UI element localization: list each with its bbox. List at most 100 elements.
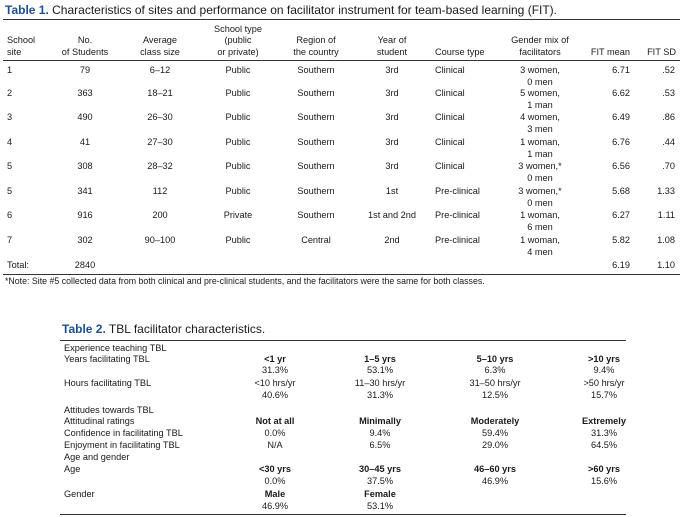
- age-head-3: 46–60 yrs: [474, 464, 516, 474]
- header-students: No.: [77, 35, 93, 45]
- cell-class_size: 6–12: [149, 65, 171, 75]
- table1-header-rule: [3, 60, 680, 61]
- cell-students: 41: [79, 137, 91, 147]
- gender-head-2: Female: [364, 489, 396, 499]
- cell-course: Clinical: [435, 161, 465, 171]
- cell-mean: 6.49: [612, 112, 630, 122]
- table1-note: *Note: Site #5 collected data from both …: [5, 276, 485, 286]
- cell-sd: .44: [662, 137, 675, 147]
- years-label: Years facilitating TBL: [64, 354, 150, 364]
- header-fit-sd: FIT SD: [647, 46, 676, 57]
- enjoyment-val-1: N/A: [267, 440, 283, 450]
- header-class-size: class size: [140, 46, 180, 57]
- cell-type: Public: [225, 65, 251, 75]
- cell-gender1: 3 women,*: [518, 186, 562, 196]
- header-school-type: (public: [224, 35, 252, 45]
- table2-label: Table 2.: [62, 322, 106, 336]
- cell-type: Public: [225, 161, 251, 171]
- cell-region: Southern: [297, 112, 335, 122]
- cell-sd: .70: [662, 161, 675, 171]
- hours-head-2: 11–30 hrs/yr: [354, 378, 406, 388]
- age-val-3: 46.9%: [481, 476, 509, 486]
- cell-mean: 6.62: [612, 88, 630, 98]
- enjoyment-val-3: 29.0%: [481, 440, 509, 450]
- header-course: Course type: [435, 46, 485, 57]
- confidence-val-1: 0.0%: [264, 428, 286, 438]
- cell-course: Pre-clinical: [435, 186, 480, 196]
- table1-caption: Characteristics of sites and performance…: [52, 3, 558, 17]
- cell-students: 79: [79, 65, 91, 75]
- confidence-val-4: 31.3%: [590, 428, 618, 438]
- attitude-head-2: Minimally: [359, 416, 401, 426]
- section-experience: Experience teaching TBL: [64, 343, 167, 353]
- header-students: of Students: [61, 46, 109, 57]
- years-val-2: 53.1%: [366, 365, 394, 375]
- cell-sd: .53: [662, 88, 675, 98]
- cell-region: Southern: [297, 65, 335, 75]
- section-attitudes: Attitudes towards TBL: [64, 405, 154, 415]
- age-val-1: 0.0%: [264, 476, 286, 486]
- cell-mean: 6.56: [612, 161, 630, 171]
- cell-gender1: 1 woman,: [520, 137, 560, 147]
- total-fit-sd: 1.10: [657, 260, 675, 270]
- hours-val-1: 40.6%: [261, 390, 289, 400]
- cell-site: 2: [7, 88, 13, 98]
- cell-gender1: 4 women,: [520, 112, 560, 122]
- cell-gender1: 1 woman,: [520, 210, 560, 220]
- enjoyment-label: Enjoyment in facilitating TBL: [64, 440, 180, 450]
- cell-students: 308: [77, 161, 93, 171]
- header-class-size: Average: [142, 35, 178, 45]
- table2-title: Table 2. TBL facilitator characteristics…: [62, 322, 265, 336]
- cell-type: Public: [225, 235, 251, 245]
- cell-mean: 6.76: [612, 137, 630, 147]
- cell-gender2: 6 men: [527, 221, 553, 232]
- cell-sd: 1.08: [657, 235, 675, 245]
- cell-gender1: 3 women,*: [518, 161, 562, 171]
- header-site: School: [7, 35, 36, 45]
- total-label: Total:: [7, 260, 29, 270]
- confidence-val-3: 59.4%: [481, 428, 509, 438]
- cell-site: 5: [7, 161, 13, 171]
- cell-year: 3rd: [385, 161, 399, 171]
- table2-top-rule: [60, 340, 626, 341]
- table1-bottom-rule: [3, 274, 680, 275]
- cell-region: Southern: [297, 210, 335, 220]
- table1-label: Table 1.: [5, 3, 49, 17]
- header-site: site: [7, 46, 22, 57]
- cell-type: Public: [225, 112, 251, 122]
- cell-sd: 1.33: [657, 186, 675, 196]
- cell-gender2: 1 man: [527, 99, 553, 110]
- cell-gender2: 0 men: [527, 172, 553, 183]
- years-head-2: 1–5 yrs: [364, 354, 396, 364]
- cell-class_size: 27–30: [147, 137, 173, 147]
- cell-year: 3rd: [385, 137, 399, 147]
- cell-gender2: 0 men: [527, 197, 553, 208]
- years-head-1: <1 yr: [264, 354, 286, 364]
- confidence-val-2: 9.4%: [369, 428, 391, 438]
- cell-site: 6: [7, 210, 13, 220]
- cell-gender2: 0 men: [527, 76, 553, 87]
- attitude-head-1: Not at all: [255, 416, 295, 426]
- cell-site: 5: [7, 186, 13, 196]
- hours-head-4: >50 hrs/yr: [583, 378, 625, 388]
- cell-region: Southern: [297, 186, 335, 196]
- cell-course: Pre-clinical: [435, 210, 480, 220]
- attitude-head-3: Moderately: [470, 416, 520, 426]
- attitude-label: Attitudinal ratings: [64, 416, 135, 426]
- cell-region: Southern: [297, 137, 335, 147]
- header-gender: facilitators: [519, 46, 561, 57]
- cell-class_size: 18–21: [147, 88, 173, 98]
- cell-gender1: 3 women,: [520, 65, 560, 75]
- cell-mean: 6.71: [612, 65, 630, 75]
- cell-sd: .52: [662, 65, 675, 75]
- enjoyment-val-2: 6.5%: [369, 440, 391, 450]
- cell-year: 3rd: [385, 65, 399, 75]
- cell-year: 2nd: [384, 235, 400, 245]
- header-year: Year of: [377, 35, 407, 45]
- cell-students: 341: [77, 186, 93, 196]
- cell-gender2: 1 man: [527, 148, 553, 159]
- cell-course: Pre-clinical: [435, 235, 480, 245]
- cell-class_size: 200: [152, 210, 168, 220]
- cell-class_size: 28–32: [147, 161, 173, 171]
- section-age-gender: Age and gender: [64, 452, 130, 462]
